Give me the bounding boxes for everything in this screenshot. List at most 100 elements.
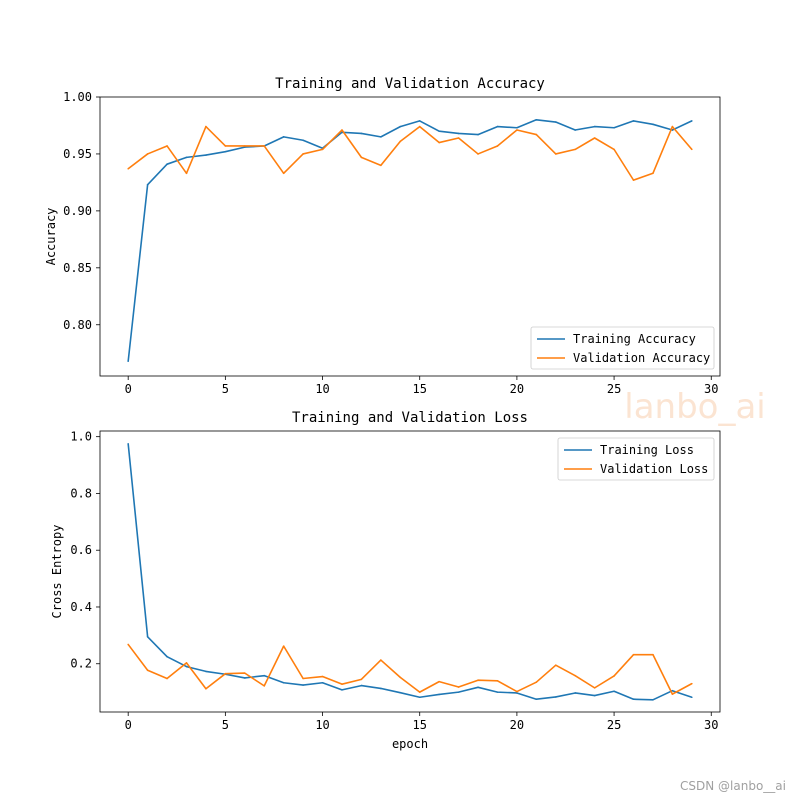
data-point	[691, 696, 693, 699]
data-point	[574, 148, 577, 151]
data-point	[205, 687, 207, 690]
data-point	[418, 120, 421, 122]
series-line-validation	[127, 125, 693, 181]
data-point	[399, 676, 402, 679]
data-point	[185, 665, 188, 668]
x-tick-label: 15	[412, 718, 426, 732]
data-point	[282, 136, 285, 138]
data-point	[321, 681, 324, 684]
legend-label: Validation Loss	[600, 462, 708, 476]
x-tick-label: 30	[704, 382, 718, 396]
data-point	[632, 653, 635, 656]
y-tick-label: 1.00	[63, 90, 92, 104]
data-point	[438, 693, 440, 696]
data-point	[127, 360, 129, 362]
data-point	[496, 691, 499, 693]
data-point	[380, 136, 382, 138]
x-tick-label: 10	[315, 718, 329, 732]
data-point	[691, 682, 693, 685]
data-point	[282, 681, 285, 684]
data-point	[380, 164, 382, 167]
data-point	[360, 156, 363, 159]
data-point	[127, 167, 129, 170]
data-point	[593, 125, 596, 128]
data-point	[496, 679, 499, 682]
data-point	[691, 120, 693, 122]
data-point	[224, 672, 227, 675]
data-point	[418, 691, 421, 693]
data-point	[671, 689, 674, 692]
data-point	[418, 696, 421, 699]
watermark-footer: CSDN @lanbo__ai	[680, 779, 786, 793]
y-tick-label: 0.2	[70, 657, 92, 671]
data-point	[205, 125, 207, 128]
data-point	[613, 675, 615, 677]
data-point	[516, 692, 518, 694]
legend-label: Training Loss	[600, 443, 694, 457]
legend-label: Training Accuracy	[573, 332, 696, 346]
x-axis-label: epoch	[392, 737, 428, 751]
data-point	[399, 140, 402, 143]
data-point	[166, 145, 168, 147]
data-point	[360, 678, 363, 681]
data-point	[593, 687, 596, 689]
data-point	[457, 686, 460, 688]
y-axis-label: Accuracy	[44, 208, 58, 266]
data-point	[380, 659, 382, 661]
legend-box	[557, 437, 715, 481]
axes-frame	[99, 430, 721, 713]
data-point	[457, 137, 460, 139]
x-tick-label: 30	[704, 718, 718, 732]
data-point	[166, 677, 168, 680]
data-point	[438, 141, 440, 144]
data-point	[127, 643, 129, 646]
data-point	[477, 686, 479, 689]
data-point	[691, 148, 693, 151]
data-point	[438, 130, 440, 132]
data-point	[341, 689, 343, 691]
data-point	[243, 145, 246, 147]
data-point	[632, 120, 635, 122]
data-point	[652, 172, 654, 175]
data-point	[321, 675, 324, 678]
series-line-validation	[127, 643, 693, 695]
data-point	[146, 635, 149, 638]
data-point	[282, 172, 285, 175]
series-line-training	[127, 118, 693, 362]
data-point	[243, 677, 246, 679]
data-point	[554, 121, 557, 123]
y-tick-label: 0.4	[70, 600, 92, 614]
data-point	[632, 179, 635, 181]
data-point	[205, 154, 207, 156]
data-point	[166, 163, 168, 165]
x-tick-label: 20	[510, 718, 524, 732]
x-tick-label: 15	[412, 382, 426, 396]
data-point	[341, 129, 343, 131]
data-point	[574, 129, 577, 131]
data-point	[282, 645, 285, 647]
data-point	[263, 685, 266, 687]
data-point	[574, 674, 577, 677]
data-point	[341, 683, 343, 685]
data-point	[302, 153, 304, 155]
y-tick-label: 0.95	[63, 147, 92, 161]
data-point	[574, 692, 577, 694]
data-point	[185, 662, 188, 664]
data-point	[418, 125, 421, 128]
y-tick-label: 0.90	[63, 204, 92, 218]
data-point	[127, 442, 129, 445]
data-point	[399, 125, 402, 128]
data-point	[535, 681, 538, 683]
y-tick-label: 0.80	[63, 318, 92, 332]
data-point	[224, 145, 227, 147]
x-tick-label: 10	[315, 382, 329, 396]
data-point	[516, 129, 518, 131]
data-point	[185, 156, 188, 159]
data-point	[613, 690, 615, 693]
x-tick-label: 0	[125, 382, 132, 396]
data-point	[457, 132, 460, 135]
data-point	[671, 693, 674, 695]
data-point	[302, 684, 304, 686]
data-point	[477, 153, 479, 155]
